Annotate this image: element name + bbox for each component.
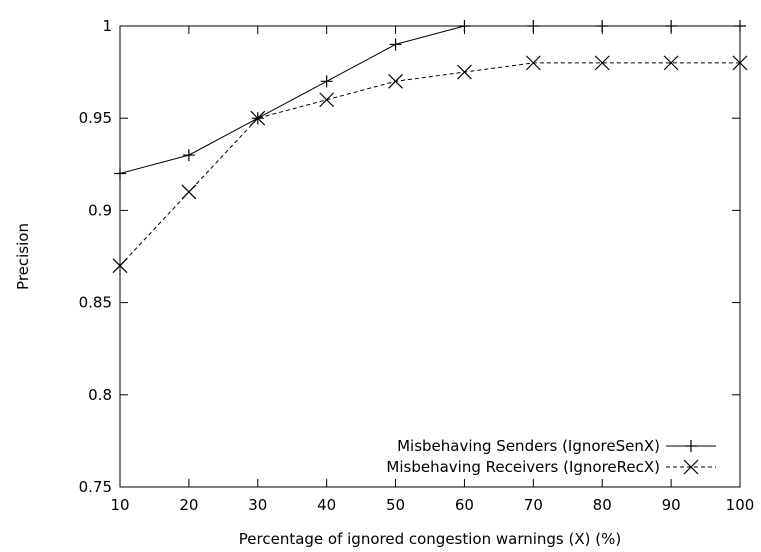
legend-label-2: Misbehaving Receivers (IgnoreRecX): [386, 458, 660, 476]
x-tick-label: 60: [455, 496, 474, 514]
series-2-point: [181, 184, 197, 200]
y-tick-label: 1: [102, 17, 112, 35]
y-tick-label: 0.8: [88, 386, 112, 404]
legend-marker-1: [685, 440, 697, 452]
series-2-point: [388, 73, 403, 89]
legend: Misbehaving Senders (IgnoreSenX) Misbehav…: [386, 437, 716, 476]
series-1-point: [320, 75, 333, 88]
series-2-point: [594, 55, 610, 71]
x-tick-label: 30: [248, 496, 267, 514]
y-tick-label: 0.75: [79, 478, 112, 496]
legend-marker-2: [683, 459, 699, 475]
y-tick-label: 0.9: [88, 201, 112, 219]
legend-label-1: Misbehaving Senders (IgnoreSenX): [397, 437, 660, 455]
series-1-point: [182, 149, 195, 162]
series-1-point: [389, 38, 402, 51]
x-axis-label: Percentage of ignored congestion warning…: [239, 530, 621, 548]
x-tick-label: 50: [386, 496, 405, 514]
y-tick-label: 0.85: [79, 294, 112, 312]
series-2-point: [663, 55, 679, 71]
series-1: [114, 20, 746, 180]
series-2-point: [319, 92, 335, 108]
x-tick-label: 70: [524, 496, 543, 514]
x-tick-label: 20: [179, 496, 198, 514]
series-2: [112, 55, 748, 274]
x-tick-label: 80: [593, 496, 612, 514]
series-2-point: [525, 55, 541, 71]
x-tick-label: 100: [726, 496, 755, 514]
series-layer: [112, 20, 748, 274]
series-2-point: [250, 110, 266, 126]
y-axis-label: Precision: [14, 223, 32, 290]
axis-ticks: [119, 25, 741, 488]
series-2-line: [119, 62, 740, 267]
x-tick-label: 40: [317, 496, 336, 514]
x-tick-label: 90: [662, 496, 681, 514]
series-1-line: [119, 25, 740, 174]
y-tick-label: 0.95: [79, 109, 112, 127]
x-tick-label: 10: [110, 496, 129, 514]
series-2-point: [457, 64, 472, 80]
axis-tick-labels: 10 20 30 40 50 60 70 80 90 100 0.75 0.8 0.85 0.9 0.95 1: [79, 17, 755, 514]
plot-frame: [119, 25, 741, 488]
